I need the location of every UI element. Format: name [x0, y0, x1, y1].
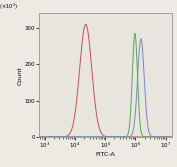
X-axis label: FITC-A: FITC-A	[95, 152, 115, 157]
Text: $(\times 10^2)$: $(\times 10^2)$	[0, 2, 18, 12]
Y-axis label: Count: Count	[18, 66, 23, 85]
